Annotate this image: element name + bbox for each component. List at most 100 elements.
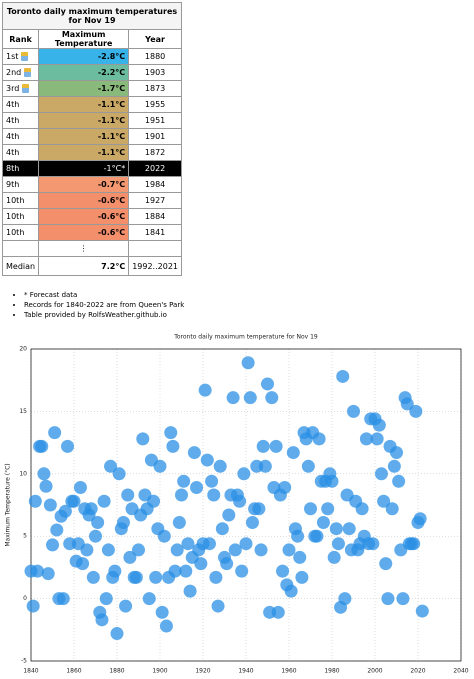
- year: 1984: [128, 176, 182, 193]
- point: [147, 494, 161, 508]
- rank-text: 1st: [6, 52, 19, 61]
- year: 1884: [128, 208, 182, 225]
- point: [89, 529, 102, 543]
- point: [95, 613, 109, 627]
- point: [276, 564, 290, 578]
- record-row: 10th -0.6°C 1884: [1, 208, 182, 225]
- column-header: Maximum Temperature: [38, 29, 130, 49]
- point: [211, 599, 225, 613]
- temperature: -0.6°C: [38, 192, 130, 209]
- point: [258, 459, 272, 473]
- point: [336, 369, 350, 383]
- y-tick-label: 0: [23, 595, 27, 602]
- x-tick-label: 1920: [195, 668, 210, 675]
- temperature: -2.8°C: [38, 48, 130, 65]
- rank: 3rd: [1, 80, 40, 97]
- point: [123, 550, 137, 564]
- point: [400, 397, 414, 411]
- point: [252, 502, 266, 516]
- spacer: [128, 240, 182, 257]
- point: [155, 605, 169, 619]
- point: [61, 439, 75, 453]
- point: [26, 599, 40, 613]
- record-row: 4th -1.1°C 1872: [1, 144, 182, 161]
- year: 1872: [128, 144, 182, 161]
- point: [73, 481, 87, 495]
- column-header: Year: [128, 29, 182, 49]
- point: [116, 515, 130, 529]
- point: [366, 537, 380, 551]
- point: [194, 557, 208, 571]
- point: [271, 605, 285, 619]
- point: [142, 592, 156, 606]
- temperature: -0.7°C: [38, 176, 130, 193]
- note: Records for 1840-2022 are from Queen's P…: [24, 300, 184, 310]
- x-tick-label: 1840: [23, 668, 38, 675]
- point: [35, 439, 49, 453]
- year: 1927: [128, 192, 182, 209]
- point: [202, 537, 216, 551]
- point: [183, 584, 197, 598]
- table-title: Toronto daily maximum temperatures for N…: [2, 2, 182, 30]
- median-label: Median: [1, 256, 40, 276]
- trophy-icon: [21, 52, 29, 61]
- point: [374, 467, 388, 481]
- x-tick-label: 1980: [324, 668, 339, 675]
- temperature: -0.6°C: [38, 224, 130, 241]
- rank-text: 10th: [6, 228, 25, 237]
- point: [181, 537, 195, 551]
- point: [291, 529, 305, 543]
- point: [50, 523, 64, 537]
- record-row: 10th -0.6°C 1927: [1, 192, 182, 209]
- point: [80, 543, 94, 557]
- point: [209, 570, 223, 584]
- title-row: Toronto daily maximum temperatures for N…: [2, 2, 182, 30]
- point: [295, 570, 309, 584]
- point: [67, 494, 81, 508]
- point: [235, 564, 249, 578]
- point: [256, 439, 270, 453]
- rank-text: 8th: [6, 164, 20, 173]
- point: [233, 494, 247, 508]
- point: [237, 467, 251, 481]
- rank-text: 4th: [6, 116, 20, 125]
- point: [385, 502, 399, 516]
- rank: 4th: [1, 96, 40, 113]
- point: [43, 498, 57, 512]
- spacer: [1, 240, 40, 257]
- point: [104, 459, 118, 473]
- point: [241, 356, 255, 370]
- point: [159, 619, 173, 633]
- point: [310, 529, 324, 543]
- point: [286, 446, 300, 460]
- notes: * Forecast dataRecords for 1840-2022 are…: [16, 290, 184, 320]
- point: [164, 426, 178, 440]
- trophy-icon: [24, 68, 32, 77]
- y-tick-label: -5: [21, 658, 27, 665]
- temperature: -1.7°C: [38, 80, 130, 97]
- point: [187, 446, 201, 460]
- temperature: -1°C*: [38, 160, 130, 177]
- year: 1903: [128, 64, 182, 81]
- point: [153, 459, 167, 473]
- point: [86, 570, 100, 584]
- point: [329, 522, 343, 536]
- chart-title: Toronto daily maximum temperature for No…: [173, 334, 318, 341]
- ellipsis: ⋮: [38, 240, 130, 257]
- point: [46, 538, 59, 552]
- point: [390, 446, 403, 460]
- ellipsis-row: ⋮: [1, 240, 182, 257]
- year: 1951: [128, 112, 182, 129]
- temperature: -1.1°C: [38, 144, 130, 161]
- point: [372, 418, 386, 432]
- point: [392, 474, 406, 488]
- rank: 1st: [1, 48, 40, 65]
- record-row: 4th -1.1°C 1951: [1, 112, 182, 129]
- point: [213, 459, 227, 473]
- point: [119, 599, 133, 613]
- point: [198, 383, 212, 397]
- rank-text: 10th: [6, 212, 25, 221]
- x-tick-label: 1940: [238, 668, 253, 675]
- rank-text: 10th: [6, 196, 25, 205]
